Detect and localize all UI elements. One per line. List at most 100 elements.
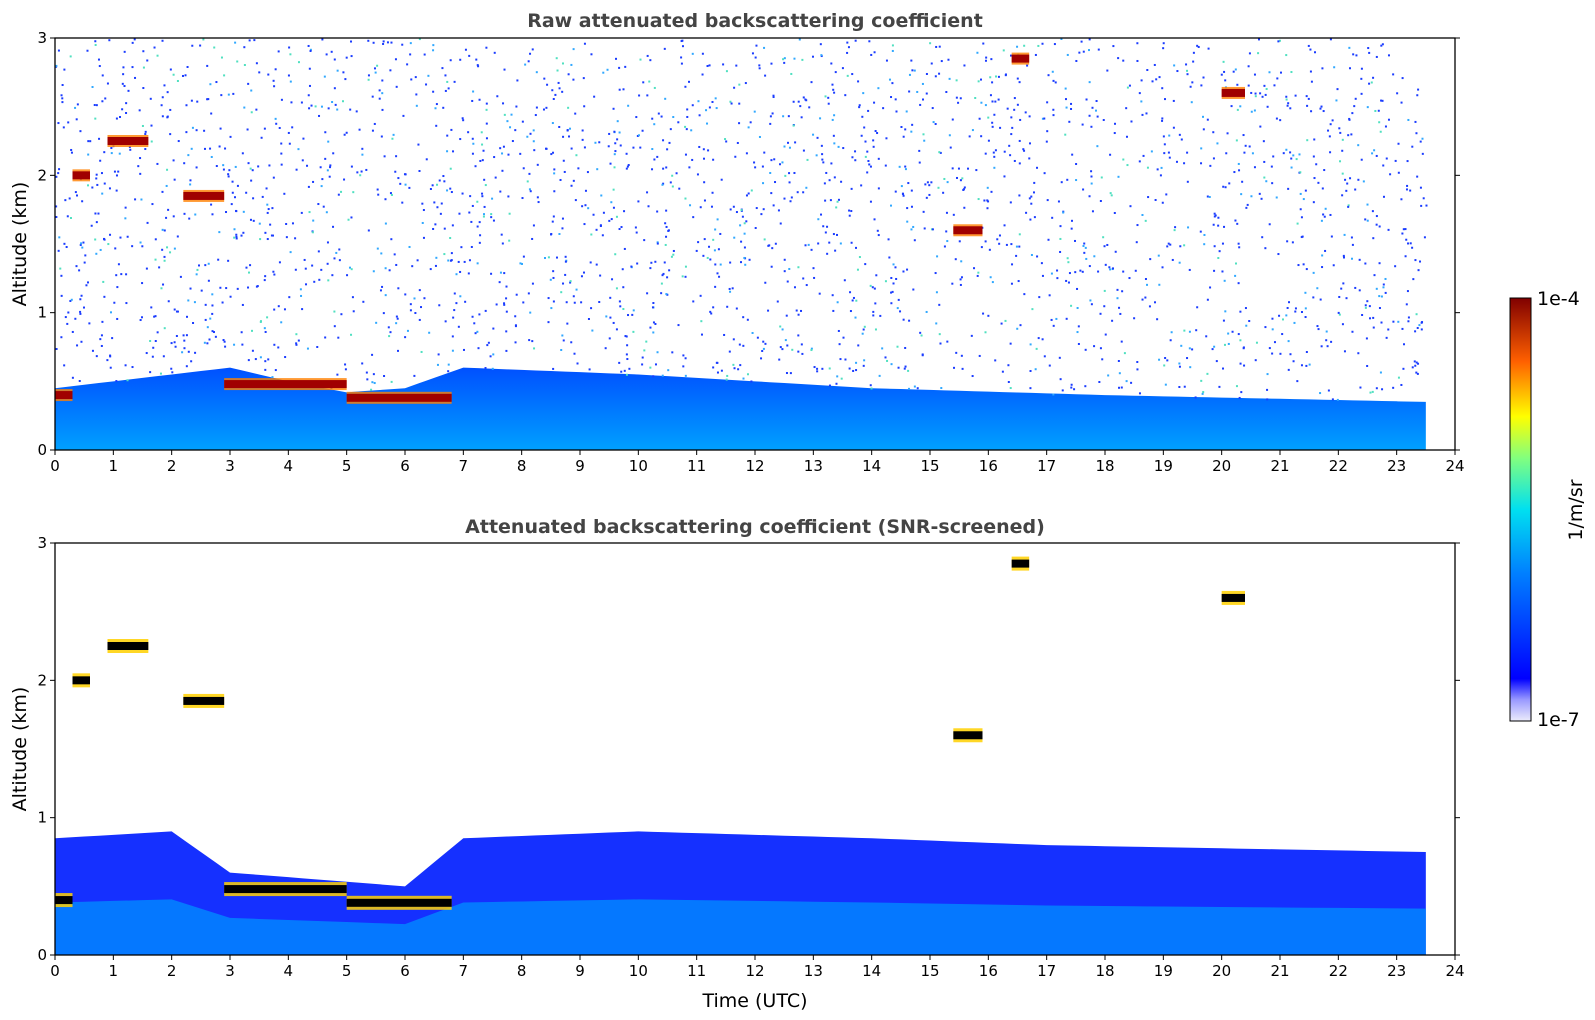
noise-speckle bbox=[1028, 115, 1031, 118]
noise-speckle bbox=[355, 110, 358, 113]
noise-speckle bbox=[1166, 359, 1169, 362]
noise-speckle bbox=[514, 341, 517, 344]
noise-speckle bbox=[372, 373, 375, 376]
noise-speckle bbox=[688, 80, 691, 83]
noise-speckle bbox=[911, 69, 914, 72]
noise-speckle bbox=[170, 342, 173, 345]
noise-speckle bbox=[890, 96, 893, 99]
noise-speckle bbox=[1041, 42, 1044, 45]
noise-speckle bbox=[97, 58, 100, 61]
noise-speckle bbox=[758, 67, 761, 70]
noise-speckle bbox=[1016, 45, 1019, 48]
noise-speckle bbox=[1112, 267, 1115, 270]
noise-speckle bbox=[294, 237, 297, 240]
noise-speckle bbox=[1324, 207, 1327, 210]
noise-speckle bbox=[1314, 51, 1317, 54]
noise-speckle bbox=[1351, 112, 1354, 115]
noise-speckle bbox=[982, 42, 985, 45]
noise-speckle bbox=[1056, 269, 1059, 272]
noise-speckle bbox=[240, 331, 243, 334]
noise-speckle bbox=[787, 115, 790, 118]
noise-speckle bbox=[716, 218, 719, 221]
cloud-layer bbox=[55, 391, 73, 400]
noise-speckle bbox=[649, 326, 652, 329]
noise-speckle bbox=[651, 117, 654, 120]
noise-speckle bbox=[1358, 289, 1361, 292]
noise-speckle bbox=[449, 167, 452, 170]
noise-speckle bbox=[1247, 65, 1250, 68]
noise-speckle bbox=[614, 253, 617, 256]
noise-speckle bbox=[1175, 160, 1178, 163]
noise-speckle bbox=[186, 65, 189, 68]
noise-speckle bbox=[815, 154, 818, 157]
noise-speckle bbox=[211, 293, 214, 296]
noise-speckle bbox=[1089, 299, 1092, 302]
noise-speckle bbox=[974, 96, 977, 99]
noise-speckle bbox=[595, 263, 598, 266]
noise-speckle bbox=[581, 138, 584, 141]
noise-speckle bbox=[1264, 247, 1267, 250]
noise-speckle bbox=[106, 82, 109, 85]
noise-speckle bbox=[138, 109, 141, 112]
noise-speckle bbox=[1076, 331, 1079, 334]
noise-speckle bbox=[1075, 59, 1078, 62]
noise-speckle bbox=[505, 349, 508, 352]
noise-speckle bbox=[149, 371, 152, 374]
noise-speckle bbox=[1319, 107, 1322, 110]
noise-speckle bbox=[264, 360, 267, 363]
noise-speckle bbox=[769, 115, 772, 118]
noise-speckle bbox=[434, 107, 437, 110]
noise-speckle bbox=[283, 192, 286, 195]
noise-speckle bbox=[1180, 138, 1183, 141]
screened-cloud-core bbox=[55, 896, 73, 905]
noise-speckle bbox=[529, 190, 532, 193]
noise-speckle bbox=[725, 140, 728, 143]
y-tick-label: 3 bbox=[37, 534, 47, 552]
noise-speckle bbox=[763, 46, 766, 49]
noise-speckle bbox=[1066, 178, 1069, 181]
noise-speckle bbox=[94, 117, 97, 120]
noise-speckle bbox=[1387, 118, 1390, 121]
noise-speckle bbox=[58, 236, 61, 239]
noise-speckle bbox=[1188, 268, 1191, 271]
noise-speckle bbox=[522, 167, 525, 170]
noise-speckle bbox=[409, 303, 412, 306]
noise-speckle bbox=[1348, 117, 1351, 120]
noise-speckle bbox=[154, 258, 157, 261]
noise-speckle bbox=[919, 331, 922, 334]
noise-speckle bbox=[125, 302, 128, 305]
noise-speckle bbox=[381, 79, 384, 82]
x-tick-label: 16 bbox=[979, 457, 998, 475]
noise-speckle bbox=[253, 39, 256, 42]
noise-speckle bbox=[819, 43, 822, 46]
noise-speckle bbox=[418, 38, 421, 41]
noise-speckle bbox=[552, 215, 555, 218]
panel-1-heatmap bbox=[55, 38, 1428, 450]
noise-speckle bbox=[702, 148, 705, 151]
noise-speckle bbox=[534, 114, 537, 117]
noise-speckle bbox=[413, 374, 416, 377]
noise-speckle bbox=[358, 128, 361, 131]
noise-speckle bbox=[699, 294, 702, 297]
noise-speckle bbox=[837, 329, 840, 332]
noise-speckle bbox=[583, 105, 586, 108]
noise-speckle bbox=[1030, 253, 1033, 256]
noise-speckle bbox=[1339, 160, 1342, 163]
noise-speckle bbox=[1300, 216, 1303, 219]
noise-speckle bbox=[1186, 357, 1189, 360]
noise-speckle bbox=[210, 155, 213, 158]
noise-speckle bbox=[1310, 110, 1313, 113]
noise-speckle bbox=[1237, 162, 1240, 165]
noise-speckle bbox=[306, 164, 309, 167]
noise-speckle bbox=[416, 259, 419, 262]
noise-speckle bbox=[415, 93, 418, 96]
noise-speckle bbox=[1057, 200, 1060, 203]
noise-speckle bbox=[745, 194, 748, 197]
noise-speckle bbox=[1239, 362, 1242, 365]
noise-speckle bbox=[1305, 364, 1308, 367]
noise-speckle bbox=[154, 340, 157, 343]
noise-speckle bbox=[1074, 239, 1077, 242]
noise-speckle bbox=[993, 155, 996, 158]
noise-speckle bbox=[1126, 164, 1129, 167]
x-tick-label: 6 bbox=[400, 962, 410, 980]
